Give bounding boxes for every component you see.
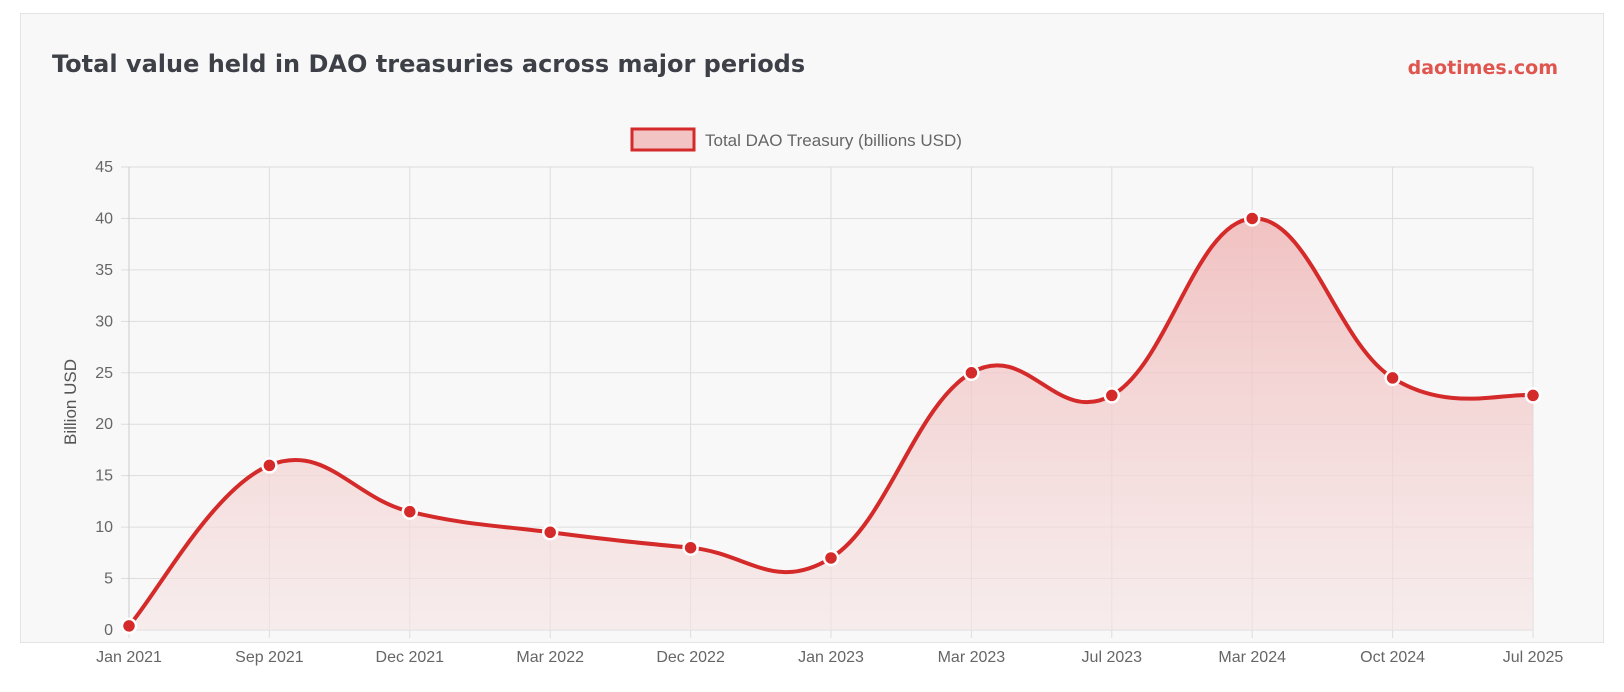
data-points-group [120,210,1542,635]
x-tick-label: Jan 2021 [96,649,162,666]
x-tick-label: Mar 2024 [1218,649,1286,666]
area-fill-group [129,218,1533,630]
y-tick-label: 5 [104,571,113,588]
brand-link[interactable]: daotimes.com [1407,57,1558,79]
y-axis-ticks: 0 5 10 15 20 25 30 35 40 45 [95,159,113,639]
data-point[interactable] [401,503,419,520]
x-tick-label: Jan 2023 [798,649,864,666]
y-tick-label: 30 [95,313,113,330]
data-point[interactable] [822,549,840,567]
data-point[interactable] [541,524,559,541]
y-tick-label: 20 [95,416,113,433]
data-point[interactable] [261,457,278,474]
y-tick-label: 40 [95,210,113,227]
x-tick-label: Jul 2023 [1082,649,1143,666]
y-axis-title: Billion USD [61,359,80,445]
y-tick-label: 15 [95,468,113,485]
legend-swatch[interactable] [630,127,696,152]
data-point[interactable] [963,364,980,382]
data-point[interactable] [1384,369,1401,387]
y-tick-label: 35 [95,262,113,279]
series-line [127,216,1535,628]
data-point[interactable] [120,617,138,635]
x-tick-label: Oct 2024 [1360,649,1425,666]
x-axis-ticks: Jan 2021 Sep 2021 Dec 2021 Mar 2022 Dec 2022… [96,649,1563,666]
x-tick-label: Jul 2025 [1503,649,1564,666]
data-point[interactable] [1103,387,1121,404]
x-tick-label: Sep 2021 [235,649,304,666]
y-tick-label: 0 [104,622,113,639]
series-area-fill [129,218,1533,630]
legend[interactable]: Total DAO Treasury (billions USD) [630,127,962,152]
x-tick-label: Mar 2022 [516,649,584,666]
data-point[interactable] [682,539,699,556]
x-tick-label: Dec 2022 [656,649,725,666]
chart-title: Total value held in DAO treasuries acros… [52,50,806,78]
y-tick-label: 10 [95,519,113,536]
y-tick-label: 45 [95,159,113,176]
x-tick-label: Mar 2023 [938,649,1006,666]
data-point[interactable] [1243,210,1261,227]
y-tick-label: 25 [95,365,113,382]
legend-label[interactable]: Total DAO Treasury (billions USD) [705,131,962,150]
data-point[interactable] [1524,387,1542,404]
series-line-group [127,216,1535,628]
x-tick-label: Dec 2021 [376,649,445,666]
